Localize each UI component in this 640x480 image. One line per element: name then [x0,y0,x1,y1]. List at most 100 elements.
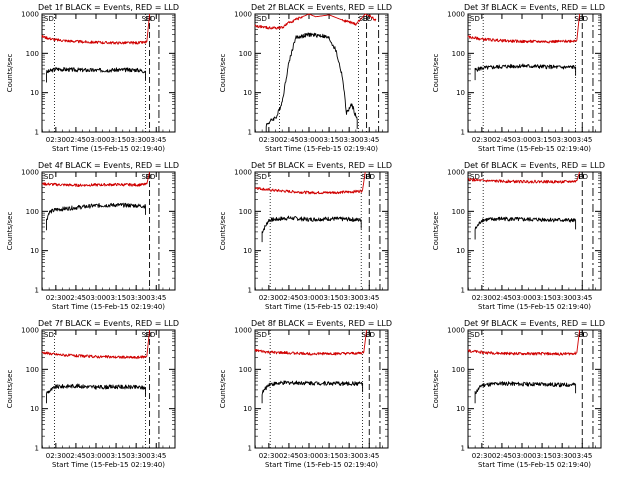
x-tick-label: 03:30 [339,294,359,302]
y-tick-label: 10 [30,405,39,413]
annotation-flag: SD [257,331,267,339]
lld-series-line [41,13,151,45]
x-tick-label: 03:00 [512,452,532,460]
x-axis-label: Start Time (15-Feb-15 02:19:40) [478,461,591,469]
x-tick-label: 03:45 [146,136,166,144]
x-tick-label: 02:30 [472,136,492,144]
panel-9: Det 9f BLACK = Events, RED = LLD Counts/s… [432,319,605,469]
annotation-flag: SD [574,173,584,181]
x-tick-label: 02:30 [259,136,279,144]
plot-frame [41,171,176,291]
y-tick-label: 100 [26,208,39,216]
annotation-flag: SD [470,15,480,23]
x-tick-label: 03:00 [299,452,319,460]
panel-title: Det 3f BLACK = Events, RED = LLD [464,3,605,12]
x-tick-label: 02:45 [492,294,512,302]
annotation-flag: SD [142,173,152,181]
panel-title: Det 2f BLACK = Events, RED = LLD [251,3,392,12]
x-tick-label: 02:45 [66,452,86,460]
lld-series-line [467,13,581,44]
panel-7: Det 7f BLACK = Events, RED = LLD Counts/s… [6,319,179,469]
lld-series-line [254,13,377,30]
x-tick-label: 02:30 [46,452,66,460]
x-tick-label: 02:45 [66,136,86,144]
panel-title: Det 9f BLACK = Events, RED = LLD [464,319,605,328]
x-tick-label: 02:30 [259,452,279,460]
x-tick-label: 03:30 [339,136,359,144]
panel-title: Det 5f BLACK = Events, RED = LLD [251,161,392,170]
x-tick-label: 03:30 [552,452,572,460]
x-tick-label: 03:45 [359,294,379,302]
y-axis-label: Counts/sec [6,54,14,93]
annotation-flag: SD [257,173,267,181]
y-tick-label: 100 [26,366,39,374]
panel-3: Det 3f BLACK = Events, RED = LLD Counts/s… [432,3,605,153]
x-tick-label: 03:15 [106,136,126,144]
y-tick-label: 10 [456,247,465,255]
x-tick-label: 03:15 [319,136,339,144]
annotation-flag: SD [470,173,480,181]
y-tick-label: 10 [456,405,465,413]
y-tick-label: 10 [456,89,465,97]
y-tick-label: 1000 [234,11,252,19]
y-tick-label: 1 [248,445,252,453]
events-series-line [261,380,364,404]
y-tick-label: 10 [243,405,252,413]
x-axis-label: Start Time (15-Feb-15 02:19:40) [265,145,378,153]
y-tick-label: 100 [239,208,252,216]
x-tick-label: 03:45 [572,136,592,144]
panel-1: Det 1f BLACK = Events, RED = LLD Counts/s… [6,3,179,153]
x-tick-label: 03:45 [146,294,166,302]
x-axis-label: Start Time (15-Feb-15 02:19:40) [265,303,378,311]
annotation-flag: ED [578,15,588,23]
panel-title: Det 7f BLACK = Events, RED = LLD [38,319,179,328]
x-tick-label: 03:45 [359,452,379,460]
y-tick-label: 100 [239,50,252,58]
y-tick-label: 10 [243,247,252,255]
y-tick-label: 1000 [447,169,465,177]
x-tick-label: 03:45 [572,452,592,460]
x-tick-label: 03:15 [532,136,552,144]
y-tick-label: 1000 [21,169,39,177]
y-tick-label: 100 [452,366,465,374]
y-axis-label: Counts/sec [219,212,227,251]
x-axis-label: Start Time (15-Feb-15 02:19:40) [52,461,165,469]
panel-8: Det 8f BLACK = Events, RED = LLD Counts/s… [219,319,392,469]
x-tick-label: 03:30 [126,452,146,460]
events-series-line [265,32,358,132]
lld-series-line [467,171,581,184]
x-axis-label: Start Time (15-Feb-15 02:19:40) [265,461,378,469]
y-tick-label: 1 [35,129,39,137]
y-tick-label: 10 [243,89,252,97]
y-tick-label: 1 [461,287,465,295]
x-axis-label: Start Time (15-Feb-15 02:19:40) [52,145,165,153]
panel-title: Det 6f BLACK = Events, RED = LLD [464,161,605,170]
annotation-flag: SD [44,15,54,23]
annotation-flag: SD [142,15,152,23]
annotation-flag: ED [365,331,375,339]
plot-frame [254,171,389,291]
x-tick-label: 03:00 [299,294,319,302]
x-tick-label: 03:00 [512,136,532,144]
plot-frame [467,329,602,449]
panel-4: Det 4f BLACK = Events, RED = LLD Counts/s… [6,161,179,311]
x-tick-label: 03:15 [106,294,126,302]
x-tick-label: 02:45 [492,136,512,144]
x-tick-label: 03:45 [146,452,166,460]
y-tick-label: 1 [35,445,39,453]
x-tick-label: 03:45 [572,294,592,302]
plot-frame [41,329,176,449]
x-tick-label: 03:15 [319,294,339,302]
annotation-flag: SD [44,173,54,181]
y-tick-label: 1000 [447,11,465,19]
y-axis-label: Counts/sec [432,212,440,251]
x-tick-label: 03:15 [532,294,552,302]
y-tick-label: 1 [461,129,465,137]
y-axis-label: Counts/sec [219,54,227,93]
x-tick-label: 03:15 [532,452,552,460]
x-tick-label: 02:30 [46,136,66,144]
y-tick-label: 1 [248,129,252,137]
lld-series-line [41,171,151,187]
x-tick-label: 03:30 [339,452,359,460]
